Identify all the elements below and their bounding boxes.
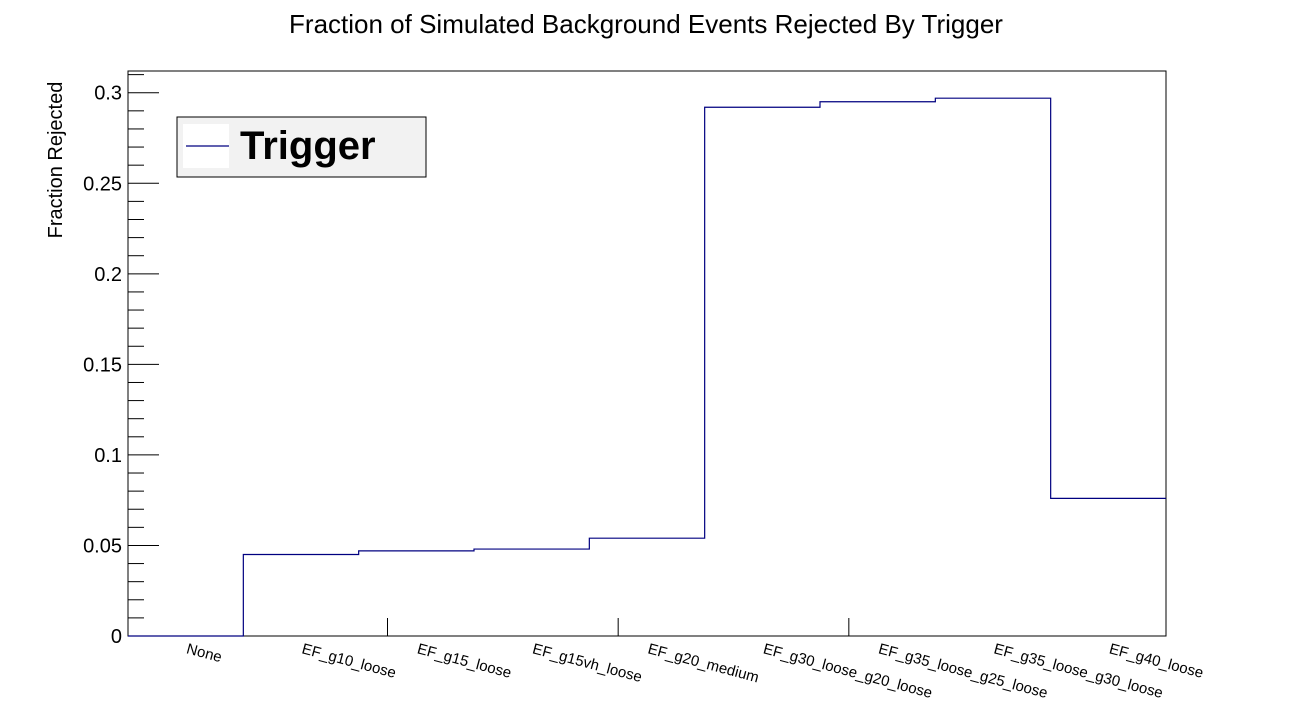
y-axis-ticks (128, 74, 159, 637)
x-axis-tick-labels: None EF_g10_loose EF_g15_loose EF_g15vh_loo… (185, 640, 1206, 702)
x-tick-label: None (185, 640, 224, 666)
y-tick-label: 0.2 (94, 264, 122, 286)
y-tick-label: 0.15 (83, 354, 122, 376)
x-axis-ticks (387, 618, 850, 636)
y-tick-label: 0.3 (94, 83, 122, 105)
histogram-series-trigger (128, 97, 1166, 637)
y-tick-label: 0 (111, 626, 122, 648)
chart-title: Fraction of Simulated Background Events … (289, 9, 1003, 39)
y-tick-label: 0.1 (94, 445, 122, 467)
x-tick-label: EF_g10_loose (300, 640, 398, 681)
y-tick-label: 0.25 (83, 173, 122, 195)
legend-label: Trigger (240, 124, 376, 168)
x-tick-label: EF_g15_loose (415, 640, 513, 681)
plot-frame (127, 70, 1167, 637)
y-tick-label: 0.05 (83, 535, 122, 557)
x-tick-label: EF_g20_medium (646, 640, 761, 686)
x-tick-label: EF_g15vh_loose (531, 640, 644, 686)
y-axis-label: Fraction Rejected (45, 82, 67, 239)
legend: Trigger (176, 116, 427, 178)
y-axis-tick-labels: 0 0.05 0.1 0.15 0.2 0.25 0.3 (83, 83, 122, 648)
